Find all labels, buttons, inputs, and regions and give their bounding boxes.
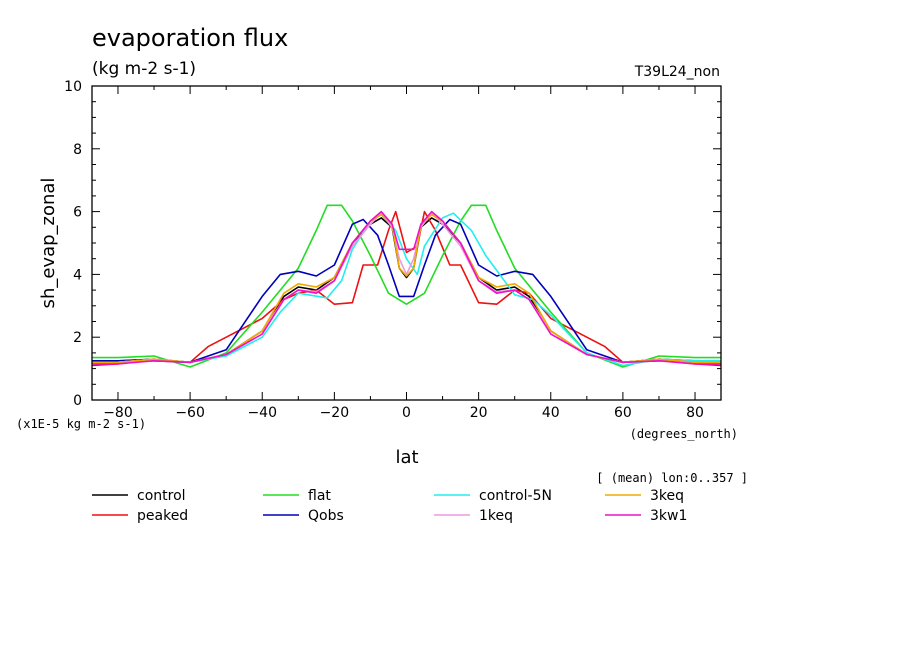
- legend-label-3kw1: 3kw1: [650, 508, 687, 524]
- x-tick-label: −80: [103, 405, 133, 421]
- series-line-qobs: [92, 218, 721, 364]
- series-line-3kw1: [92, 210, 721, 365]
- y-axis-label: sh_evap_zonal: [38, 178, 59, 309]
- y-tick-label: 10: [64, 79, 82, 95]
- series-line-peaked: [91, 210, 722, 367]
- y-tick-label: 2: [73, 330, 82, 346]
- legend-label-3keq: 3keq: [650, 488, 684, 504]
- series-line-1keq: [92, 212, 721, 364]
- series-line-3keq: [92, 213, 721, 364]
- y-tick-label: 0: [73, 393, 82, 409]
- x-tick-label: 0: [402, 405, 411, 421]
- x-tick-label: 80: [686, 405, 704, 421]
- chart-units: (kg m-2 s-1): [92, 59, 196, 79]
- y-tick-label: 4: [73, 267, 82, 283]
- x-tick-label: −60: [175, 405, 205, 421]
- series-layer: [91, 204, 722, 368]
- x-tick-label: −40: [247, 405, 277, 421]
- series-line-flat: [92, 204, 721, 368]
- y-tick-label: 6: [73, 205, 82, 221]
- run-label: T39L24_non: [634, 64, 720, 80]
- legend-label-peaked: peaked: [137, 508, 188, 524]
- x-tick-label: 20: [470, 405, 488, 421]
- x-tick-label: 40: [542, 405, 560, 421]
- legend-label-flat: flat: [308, 488, 331, 504]
- y-scale-note: (x1E-5 kg m-2 s-1): [16, 417, 146, 431]
- y-tick-label: 8: [73, 142, 82, 158]
- series-line-control: [92, 217, 721, 364]
- x-units-label: (degrees_north): [630, 427, 738, 441]
- mean-note: [ (mean) lon:0..357 ]: [596, 471, 748, 485]
- legend-label-qobs: Qobs: [308, 508, 344, 524]
- series-line-control-5n: [92, 212, 721, 367]
- legend: control flat control-5N 3keq peaked Qobs 1keq 3…: [92, 488, 687, 524]
- x-tick-label: −20: [320, 405, 350, 421]
- legend-label-1keq: 1keq: [479, 508, 513, 524]
- tick-layer: −80 −60 −40 −20 0 20 40 60 80 0 2 4 6 8 10: [64, 79, 721, 421]
- x-tick-label: 60: [614, 405, 632, 421]
- plot-frame: [91, 85, 722, 401]
- x-axis-label: lat: [395, 447, 418, 468]
- chart-title: evaporation flux: [92, 24, 288, 52]
- legend-label-control: control: [137, 488, 186, 504]
- legend-label-control-5n: control-5N: [479, 488, 552, 504]
